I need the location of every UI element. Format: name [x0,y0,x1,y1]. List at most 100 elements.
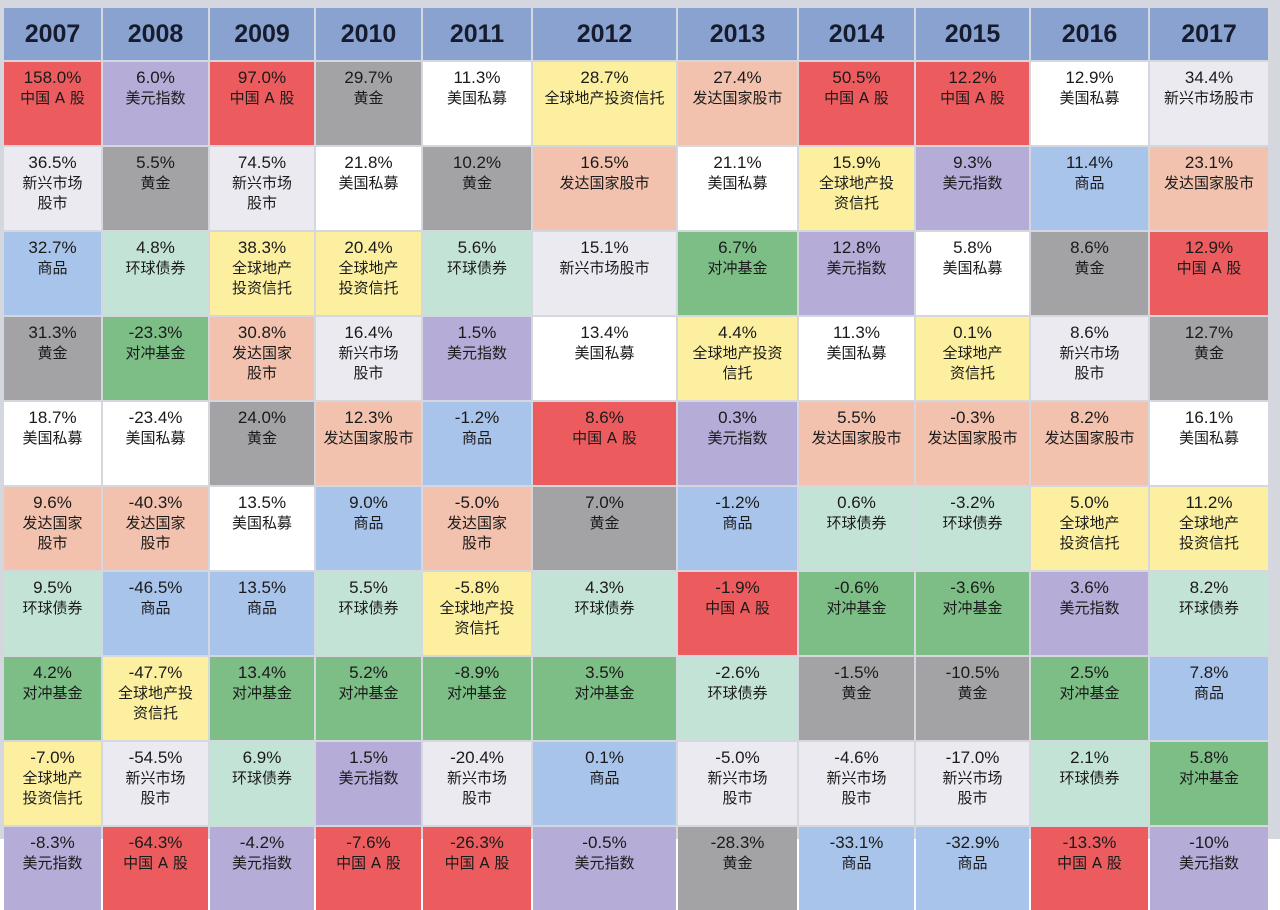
return-cell: 30.8% 发达国家 股市 [210,317,314,400]
asset-name: 美元指数 [942,174,1003,192]
return-cell: 9.0% 商品 [316,487,421,570]
return-cell: -3.2% 环球债券 [916,487,1029,570]
return-cell: 12.3% 发达国家股市 [316,402,421,485]
return-cell: 13.5% 美国私募 [210,487,314,570]
return-cell: -1.5% 黄金 [799,657,914,740]
return-value: 13.5% [237,578,287,597]
return-cell: 0.3% 美元指数 [678,402,797,485]
return-value: 0.6% [837,493,876,512]
return-value: -0.6% [834,578,879,597]
return-value: 8.2% [1189,578,1229,597]
return-value: 158.0% [23,68,82,87]
return-value: 8.6% [585,408,624,427]
asset-name: 商品 [841,854,872,872]
return-cell: 11.3% 美国私募 [799,317,914,400]
return-value: -3.6% [950,578,995,597]
return-value: 11.3% [833,323,880,342]
return-value: 32.7% [28,238,77,257]
asset-name: 全球地产投资 信托 [692,344,783,382]
asset-name: 对冲基金 [338,684,399,702]
return-cell: 6.7% 对冲基金 [678,232,797,315]
return-cell: 36.5% 新兴市场 股市 [4,147,101,230]
return-value: -1.9% [715,578,760,597]
return-value: 12.3% [344,408,393,427]
asset-name: 中国 A 股 [336,854,401,872]
return-value: 5.5% [349,578,388,597]
return-value: -40.3% [128,493,183,512]
return-value: 28.7% [580,68,629,87]
asset-name: 商品 [589,769,620,787]
return-value: 97.0% [237,68,287,87]
asset-name: 黄金 [841,684,872,702]
return-value: 8.6% [1070,323,1109,342]
return-cell: 12.8% 美元指数 [799,232,914,315]
return-cell: -10.5% 黄金 [916,657,1029,740]
return-value: 21.1% [713,153,762,172]
year-header: 2013 [678,8,797,60]
return-cell: -7.0% 全球地产 投资信托 [4,742,101,825]
return-value: -64.3% [128,833,183,852]
asset-name: 美国私募 [338,174,399,192]
return-cell: 7.0% 黄金 [533,487,676,570]
asset-name: 环球债券 [338,599,399,617]
return-cell: -0.5% 美元指数 [533,827,676,910]
return-cell: 16.1% 美国私募 [1150,402,1268,485]
return-value: -32.9% [945,833,1000,852]
return-value: -10% [1189,833,1229,852]
return-value: -5.8% [454,578,500,597]
return-cell: 13.4% 美国私募 [533,317,676,400]
return-cell: 16.5% 发达国家股市 [533,147,676,230]
return-cell: -4.6% 新兴市场 股市 [799,742,914,825]
return-cell: 9.5% 环球债券 [4,572,101,655]
return-cell: -64.3% 中国 A 股 [103,827,208,910]
return-cell: -20.4% 新兴市场 股市 [423,742,531,825]
year-header: 2014 [799,8,914,60]
asset-name: 对冲基金 [574,684,635,702]
return-value: 50.5% [832,68,881,87]
return-value: 29.7% [344,68,393,87]
return-cell: 5.8% 美国私募 [916,232,1029,315]
return-value: 9.3% [953,153,992,172]
return-cell: 5.5% 环球债券 [316,572,421,655]
asset-name: 美元指数 [446,344,507,362]
asset-name: 发达国家 股市 [125,514,186,552]
asset-name: 美国私募 [574,344,635,362]
asset-name: 美元指数 [1178,854,1239,872]
asset-name: 对冲基金 [1178,769,1239,787]
return-cell: -28.3% 黄金 [678,827,797,910]
asset-name: 全球地产投资信托 [544,89,665,107]
return-value: 8.6% [1070,238,1109,257]
asset-name: 发达国家 股市 [22,514,83,552]
asset-name: 美元指数 [22,854,83,872]
return-value: 2.5% [1070,663,1109,682]
return-cell: 29.7% 黄金 [316,62,421,145]
return-cell: -47.7% 全球地产投 资信托 [103,657,208,740]
asset-name: 环球债券 [574,599,635,617]
asset-name: 对冲基金 [231,684,292,702]
asset-name: 对冲基金 [446,684,507,702]
return-cell: 3.6% 美元指数 [1031,572,1148,655]
asset-name: 发达国家股市 [323,429,414,447]
asset-name: 中国 A 股 [20,89,85,107]
asset-name: 中国 A 股 [123,854,188,872]
return-value: 7.8% [1189,663,1229,682]
return-cell: 158.0% 中国 A 股 [4,62,101,145]
return-value: 13.5% [237,493,287,512]
return-cell: 0.6% 环球债券 [799,487,914,570]
asset-name: 美国私募 [125,429,186,447]
asset-name: 环球债券 [22,599,83,617]
return-cell: 31.3% 黄金 [4,317,101,400]
asset-name: 中国 A 股 [229,89,295,107]
asset-name: 美元指数 [125,89,186,107]
return-cell: 5.8% 对冲基金 [1150,742,1268,825]
return-value: 10.2% [452,153,502,172]
return-cell: 1.5% 美元指数 [423,317,531,400]
asset-name: 中国 A 股 [1176,259,1242,277]
return-value: 16.5% [580,153,629,172]
asset-name: 新兴市场 股市 [942,769,1003,807]
asset-name: 中国 A 股 [444,854,510,872]
return-cell: 5.5% 发达国家股市 [799,402,914,485]
return-value: 11.2% [1185,493,1233,512]
return-value: 12.7% [1184,323,1234,342]
asset-name: 新兴市场股市 [1163,89,1254,107]
